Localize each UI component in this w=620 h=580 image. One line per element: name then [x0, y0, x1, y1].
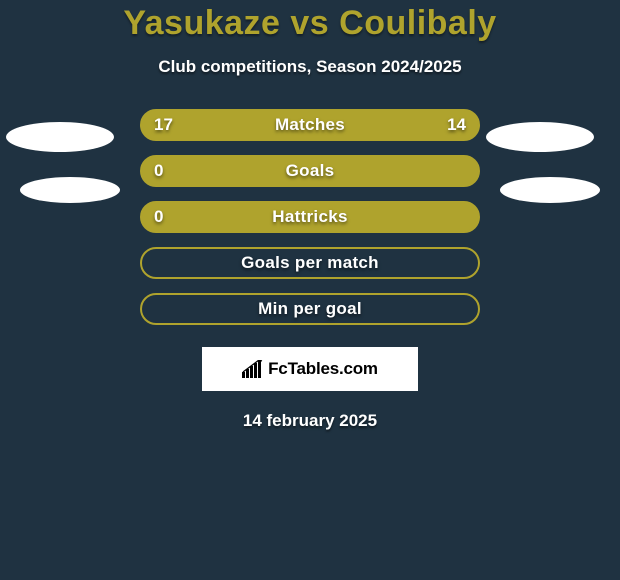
- stat-value-right: 14: [447, 115, 466, 135]
- stat-label: Goals per match: [241, 253, 379, 273]
- stat-bar: Goals 0: [140, 155, 480, 187]
- logo-box: FcTables.com: [202, 347, 418, 391]
- avatar-placeholder: [6, 122, 114, 152]
- stat-row: Goals per match: [0, 247, 620, 279]
- logo-prefix: Fc: [268, 359, 287, 378]
- stat-bar: Hattricks 0: [140, 201, 480, 233]
- date-text: 14 february 2025: [0, 411, 620, 431]
- stat-row: Hattricks 0: [0, 201, 620, 233]
- stat-bar: Goals per match: [140, 247, 480, 279]
- page-title: Yasukaze vs Coulibaly: [0, 0, 620, 43]
- stat-bar: Matches 17 14: [140, 109, 480, 141]
- stat-bar: Min per goal: [140, 293, 480, 325]
- stat-label: Min per goal: [258, 299, 362, 319]
- avatar-placeholder: [500, 177, 600, 203]
- avatar-placeholder: [20, 177, 120, 203]
- logo-text: FcTables.com: [268, 359, 378, 379]
- logo: FcTables.com: [242, 359, 378, 379]
- page-subtitle: Club competitions, Season 2024/2025: [0, 57, 620, 77]
- logo-suffix: Tables.com: [288, 359, 378, 378]
- stat-label: Hattricks: [272, 207, 347, 227]
- stat-value-left: 0: [154, 161, 163, 181]
- bars-icon: [242, 360, 264, 378]
- infographic-canvas: Yasukaze vs Coulibaly Club competitions,…: [0, 0, 620, 580]
- stat-label: Matches: [275, 115, 345, 135]
- stat-label: Goals: [286, 161, 335, 181]
- stat-value-left: 0: [154, 207, 163, 227]
- avatar-placeholder: [486, 122, 594, 152]
- stat-row: Min per goal: [0, 293, 620, 325]
- stat-value-left: 17: [154, 115, 173, 135]
